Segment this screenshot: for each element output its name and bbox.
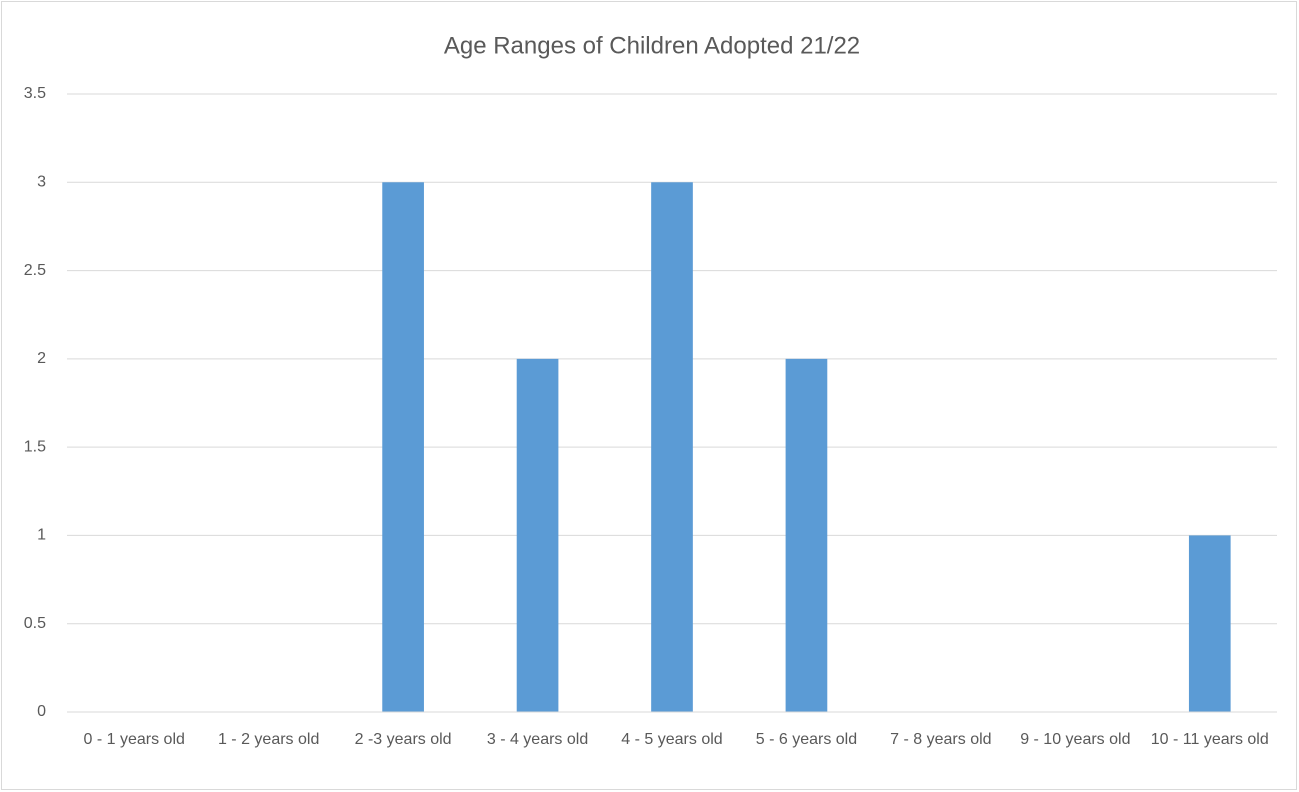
x-tick-label-box: 3 - 4 years old (486, 731, 589, 748)
x-tick-label-box: 5 - 6 years old (755, 731, 858, 748)
y-tick-label: 2 (37, 350, 46, 367)
y-tick-label: 0 (37, 703, 46, 720)
x-tick-label: 4 - 5 years old (621, 731, 723, 748)
x-tick-label: 5 - 6 years old (755, 731, 858, 748)
x-tick-label-box: 10 - 11 years old (1150, 731, 1269, 748)
bar (1188, 535, 1231, 712)
bar (651, 182, 693, 713)
x-tick-label: 3 - 4 years old (486, 731, 589, 748)
x-tick-label-box: 9 - 10 years old (1020, 731, 1131, 748)
x-tick-label-box: 0 - 1 years old (83, 731, 185, 748)
x-tick-label: 7 - 8 years old (890, 731, 992, 748)
y-tick-label: 1 (37, 527, 46, 544)
x-tick-label-box: 4 - 5 years old (621, 731, 723, 748)
y-tick-label: 0.5 (24, 615, 46, 632)
bar (785, 358, 828, 712)
y-tick-label: 1.5 (24, 438, 46, 455)
x-tick-label-box: 1 - 2 years old (217, 731, 320, 748)
x-tick-label: 2 -3 years old (354, 731, 452, 748)
y-tick-label: 3.5 (24, 85, 46, 102)
bar (382, 182, 424, 713)
bar (516, 358, 559, 712)
y-tick-label: 3 (37, 174, 46, 191)
x-tick-label: 1 - 2 years old (217, 731, 320, 748)
x-tick-label: 9 - 10 years old (1020, 731, 1131, 748)
x-tick-label-box: 7 - 8 years old (890, 731, 992, 748)
x-tick-label: 10 - 11 years old (1150, 731, 1269, 748)
y-tick-label: 2.5 (24, 262, 46, 279)
x-tick-label: 0 - 1 years old (83, 731, 185, 748)
chart-title: Age Ranges of Children Adopted 21/22 (444, 32, 860, 59)
x-tick-label-box: 2 -3 years old (354, 731, 452, 748)
